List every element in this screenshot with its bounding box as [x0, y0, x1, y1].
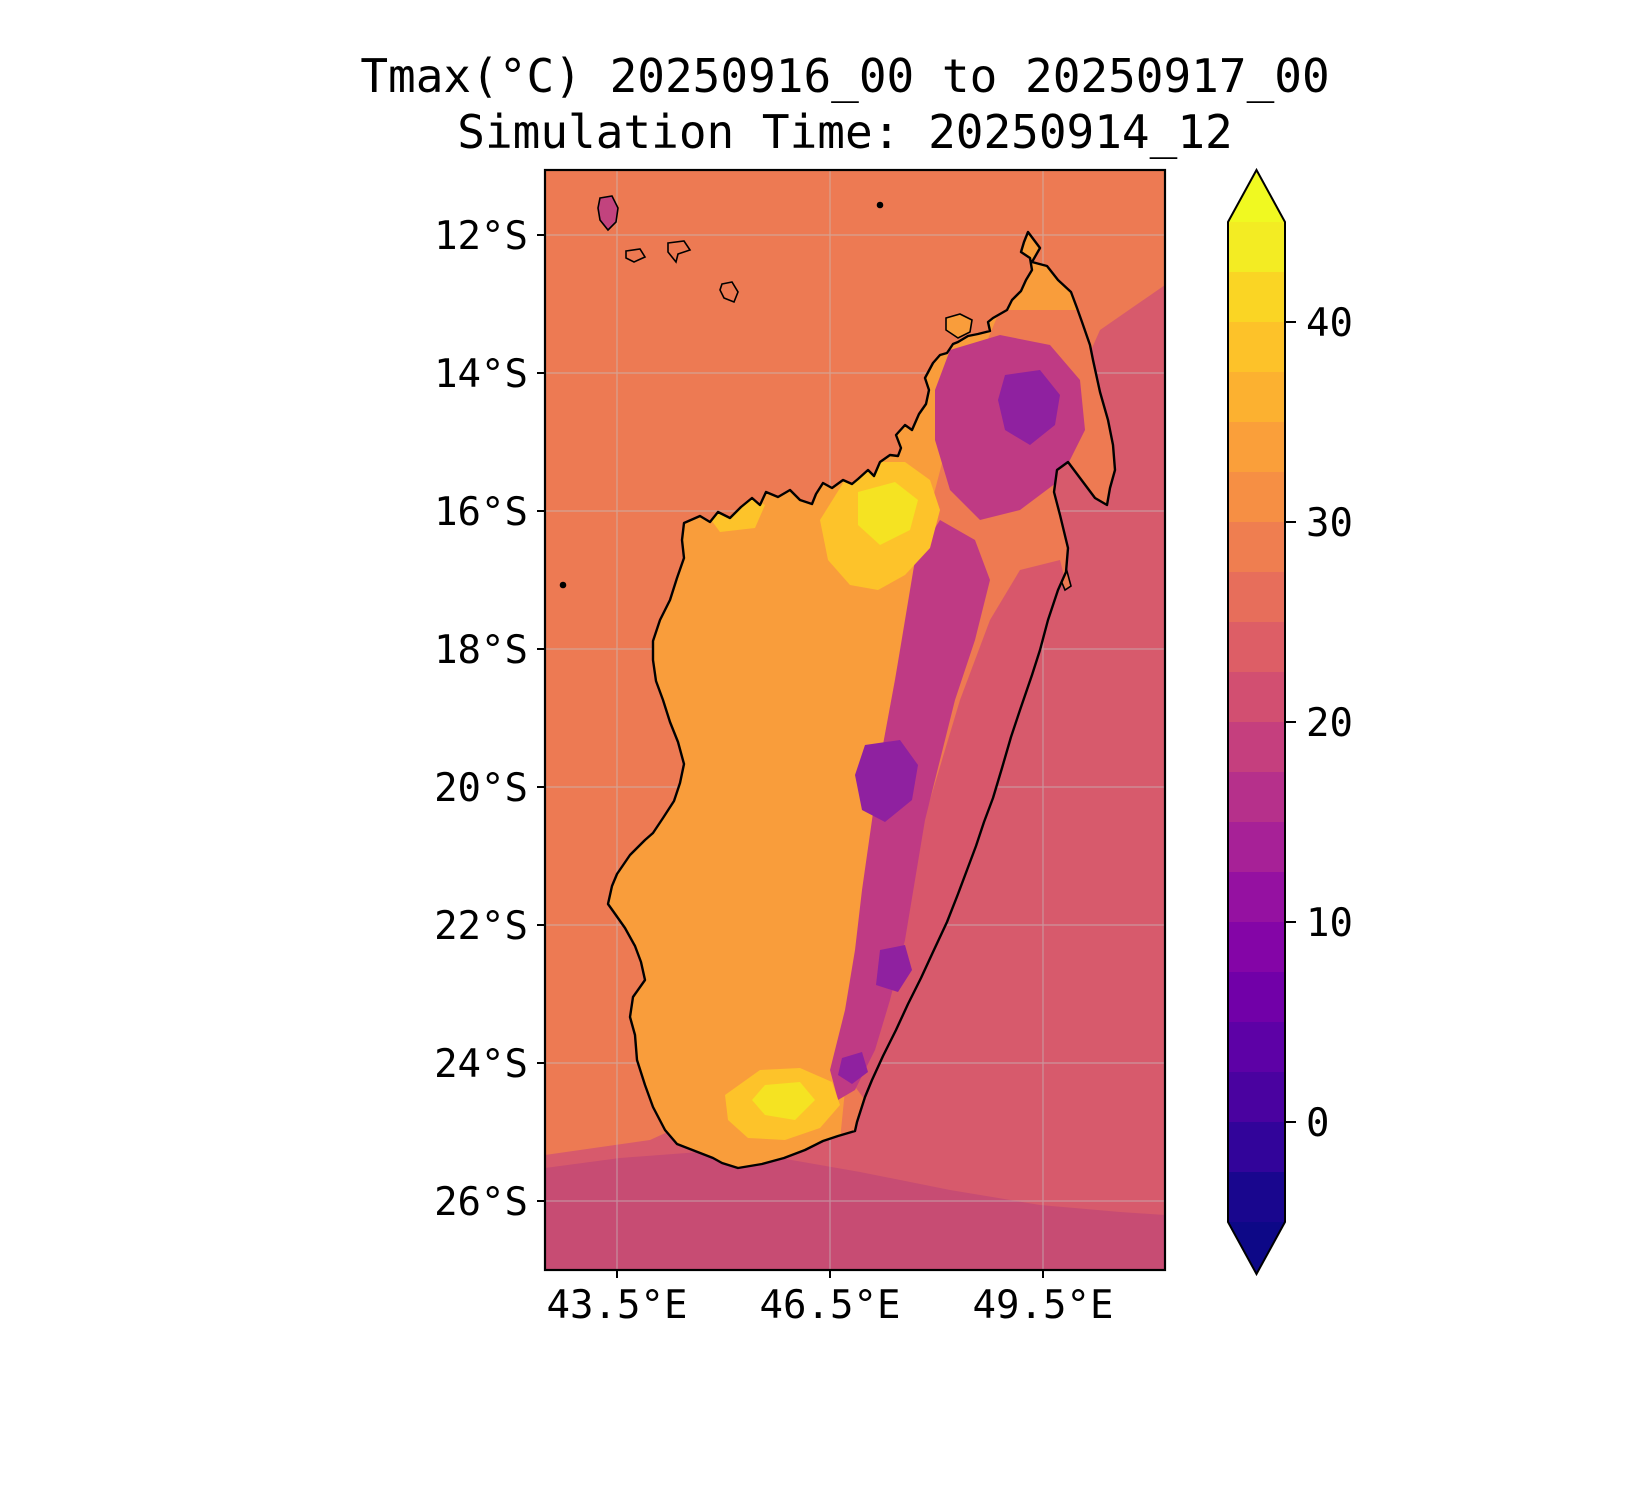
- y-axis-labels: 12°S 14°S 16°S 18°S 20°S 22°S 24°S 26°S: [434, 214, 528, 1225]
- map-panel: [545, 170, 1165, 1270]
- colorbar-tick-label: 0: [1306, 1101, 1329, 1146]
- x-tick-label: 49.5°E: [973, 1283, 1114, 1328]
- island-juan-de-nova-dot: [559, 581, 567, 589]
- colorbar-tick-label: 30: [1306, 501, 1353, 546]
- colorbar-segment: [1228, 872, 1285, 923]
- ocean-cool-region: [545, 285, 1165, 1270]
- island-mayotte: [719, 281, 739, 304]
- zone-purple-south-2: [838, 1052, 868, 1084]
- colorbar-segment: [1228, 1022, 1285, 1073]
- colorbar-segment: [1228, 672, 1285, 723]
- colorbar-segment: [1228, 722, 1285, 773]
- y-tick-label: 20°S: [434, 766, 528, 811]
- colorbar-segment: [1228, 272, 1285, 323]
- y-tick-label: 26°S: [434, 1180, 528, 1225]
- colorbar-segment: [1228, 522, 1285, 573]
- colorbar-segment: [1228, 1172, 1285, 1223]
- colorbar-tick-label: 40: [1306, 301, 1353, 346]
- y-tick-label: 18°S: [434, 628, 528, 673]
- y-tick-label: 22°S: [434, 904, 528, 949]
- figure-subtitle: Simulation Time: 20250914_12: [457, 105, 1232, 159]
- colorbar-segment: [1228, 572, 1285, 623]
- colorbar-segment: [1228, 422, 1285, 473]
- colorbar-segment: [1228, 622, 1285, 673]
- colorbar: 40 30 20 10 0: [1227, 167, 1353, 1277]
- zone-purple-south-1: [876, 945, 912, 992]
- colorbar-segment: [1228, 922, 1285, 973]
- colorbar-tick-marks: [1285, 321, 1296, 1123]
- colorbar-segment: [1228, 372, 1285, 423]
- colorbar-segment: [1228, 472, 1285, 523]
- island-nosy-be: [945, 313, 973, 339]
- zone-purple-central: [855, 740, 918, 822]
- colorbar-segment: [1228, 322, 1285, 373]
- colorbar-segments: [1228, 222, 1285, 1223]
- ocean-cold-band: [545, 1152, 1165, 1270]
- colorbar-outline: [1227, 167, 1286, 1277]
- colorbar-segment: [1228, 222, 1285, 273]
- x-tick-label: 46.5°E: [760, 1283, 901, 1328]
- colorbar-tick-labels: 40 30 20 10 0: [1306, 301, 1353, 1146]
- map-frame: [543, 168, 1167, 1272]
- y-tick-label: 14°S: [434, 352, 528, 397]
- colorbar-segment: [1228, 972, 1285, 1023]
- colorbar-segment: [1228, 822, 1285, 873]
- colorbar-arrow-top: [1228, 170, 1285, 222]
- y-tick-label: 16°S: [434, 490, 528, 535]
- island-grande-comore: [597, 195, 619, 232]
- island-glorioso-dot: [876, 201, 884, 209]
- colorbar-tick-label: 10: [1306, 901, 1353, 946]
- zone-yellow-bright-northwest: [858, 482, 918, 545]
- island-moheli: [625, 248, 647, 263]
- zone-purple-north: [998, 370, 1060, 445]
- colorbar-tick-label: 20: [1306, 701, 1353, 746]
- colorbar-arrow-bottom: [1228, 1222, 1285, 1274]
- madagascar-coastline: [606, 230, 1117, 1170]
- x-tick-label: 43.5°E: [547, 1283, 688, 1328]
- figure-title: Tmax(°C) 20250916_00 to 20250917_00: [360, 49, 1329, 103]
- y-tick-label: 12°S: [434, 214, 528, 259]
- colorbar-segment: [1228, 1072, 1285, 1123]
- y-tick-label: 24°S: [434, 1042, 528, 1087]
- island-anjouan: [667, 240, 692, 264]
- zone-yellow-bright-south: [752, 1082, 815, 1120]
- colorbar-segment: [1228, 772, 1285, 823]
- zone-magenta-spine: [830, 520, 990, 1100]
- colorbar-segment: [1228, 1122, 1285, 1173]
- axis-tick-marks: [537, 234, 1044, 1278]
- x-axis-labels: 43.5°E 46.5°E 49.5°E: [547, 1283, 1114, 1328]
